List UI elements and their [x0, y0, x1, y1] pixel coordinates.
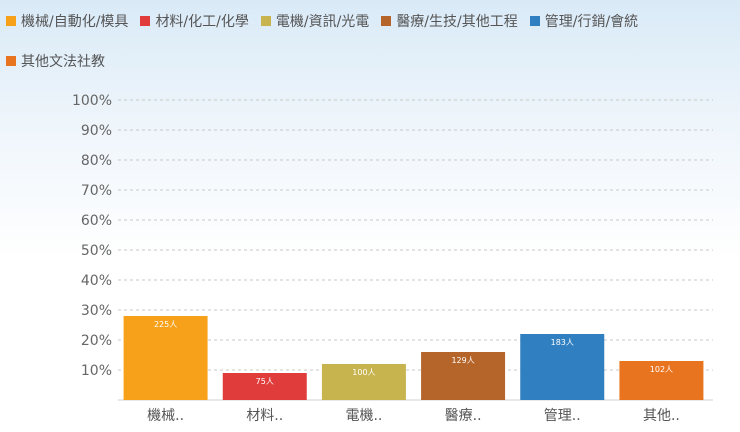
data-label: 102人 [650, 365, 673, 374]
legend-item[interactable]: 其他文法社教 [6, 50, 105, 72]
legend-label: 醫療/生技/其他工程 [396, 14, 518, 30]
legend-swatch [6, 56, 16, 66]
bar [421, 352, 506, 400]
y-tick-label: 70% [81, 183, 112, 199]
legend-label: 電機/資訊/光電 [275, 14, 370, 30]
legend-item[interactable]: 醫療/生技/其他工程 [381, 10, 518, 32]
legend-item[interactable]: 機械/自動化/模具 [6, 10, 128, 32]
y-tick-label: 30% [81, 303, 112, 319]
y-tick-label: 100% [72, 93, 112, 109]
legend-item[interactable]: 電機/資訊/光電 [260, 10, 370, 32]
x-tick-label: 電機.. [345, 408, 382, 424]
legend-item[interactable]: 材料/化工/化學 [140, 10, 249, 32]
y-tick-label: 40% [81, 273, 112, 289]
legend-label: 材料/化工/化學 [155, 14, 249, 30]
data-label: 100人 [352, 368, 375, 377]
legend-item[interactable]: 管理/行銷/會統 [529, 10, 639, 32]
bar [520, 334, 605, 400]
x-tick-label: 機械.. [147, 408, 184, 424]
data-label: 183人 [551, 338, 574, 347]
y-tick-label: 50% [81, 243, 112, 259]
legend-label: 管理/行銷/會統 [544, 14, 639, 30]
x-tick-label: 管理.. [544, 408, 581, 424]
bar [619, 361, 704, 400]
data-label: 129人 [451, 356, 474, 365]
bar [222, 373, 307, 400]
legend-swatch [260, 16, 271, 26]
legend-swatch [6, 16, 16, 26]
y-tick-label: 60% [81, 213, 112, 229]
y-tick-label: 10% [81, 363, 112, 379]
legend-swatch [381, 16, 392, 26]
x-tick-label: 材料.. [246, 408, 283, 424]
y-tick-label: 90% [81, 123, 112, 139]
legend-label: 機械/自動化/模具 [21, 14, 129, 30]
x-tick-label: 醫療.. [445, 407, 482, 424]
legend-swatch [140, 16, 151, 26]
y-tick-label: 80% [81, 153, 112, 169]
legend-swatch [529, 16, 540, 26]
bar [321, 364, 406, 400]
chart-legend: 機械/自動化/模具 材料/化工/化學 電機/資訊/光電 醫療/生技/其他工程 管理/行銷… [6, 10, 734, 72]
legend-label: 其他文法社教 [21, 54, 105, 70]
x-tick-label: 其他.. [643, 408, 680, 424]
bar [123, 316, 208, 400]
data-label: 75人 [256, 377, 274, 386]
data-label: 225人 [154, 320, 177, 329]
y-tick-label: 20% [81, 333, 112, 349]
